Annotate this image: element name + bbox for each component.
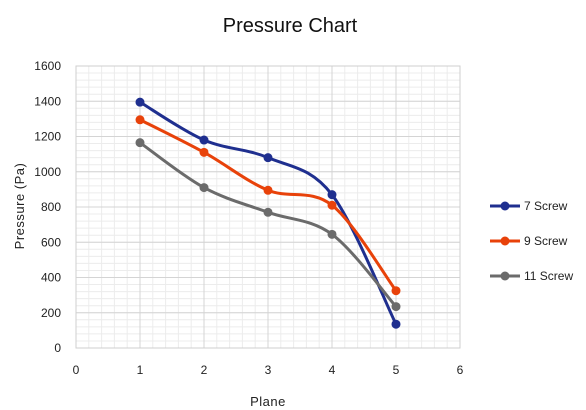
data-point — [263, 153, 273, 163]
y-tick-label: 800 — [41, 200, 61, 214]
data-point — [135, 115, 145, 125]
legend-swatch-marker — [500, 236, 510, 246]
x-tick-label: 2 — [201, 363, 208, 377]
legend-label: 9 Screw — [524, 234, 568, 248]
series-line — [139, 100, 398, 325]
data-point — [199, 147, 209, 157]
plot-border — [75, 65, 461, 349]
legend-swatch-marker — [500, 271, 510, 281]
y-axis-title: Pressure (Pa) — [12, 163, 27, 250]
y-tick-label: 600 — [41, 235, 61, 249]
y-tick-label: 400 — [41, 271, 61, 285]
data-point — [391, 302, 401, 312]
data-point — [391, 319, 401, 329]
y-tick-label: 1600 — [34, 59, 61, 73]
data-point — [327, 190, 337, 200]
data-point — [263, 207, 273, 217]
data-point — [135, 97, 145, 107]
data-point — [263, 185, 273, 195]
legend-label: 11 Screw — [524, 269, 573, 283]
plot-area: 0 1 2 3 4 5 6 0 200 400 600 800 1000 1200 1400 1600 — [34, 59, 463, 377]
x-tick-label: 3 — [265, 363, 272, 377]
data-point — [135, 138, 145, 148]
data-point — [199, 183, 209, 193]
y-tick-label: 1000 — [34, 165, 61, 179]
x-axis-title: Plane — [250, 394, 286, 409]
data-point — [199, 135, 209, 145]
data-point — [327, 200, 337, 210]
legend: 7 Screw 9 Screw 11 Screw — [490, 199, 573, 283]
x-tick-label: 6 — [457, 363, 464, 377]
y-tick-label: 0 — [54, 341, 61, 355]
y-tick-label: 200 — [41, 306, 61, 320]
legend-swatch-marker — [500, 201, 510, 211]
x-tick-label: 4 — [329, 363, 336, 377]
data-point — [391, 286, 401, 296]
data-point — [327, 229, 337, 239]
chart-title: Pressure Chart — [223, 15, 358, 37]
y-tick-label: 1400 — [34, 94, 61, 108]
x-tick-label: 5 — [393, 363, 400, 377]
x-tick-label: 0 — [73, 363, 80, 377]
legend-label: 7 Screw — [524, 199, 568, 213]
x-tick-label: 1 — [137, 363, 144, 377]
y-tick-label: 1200 — [34, 130, 61, 144]
